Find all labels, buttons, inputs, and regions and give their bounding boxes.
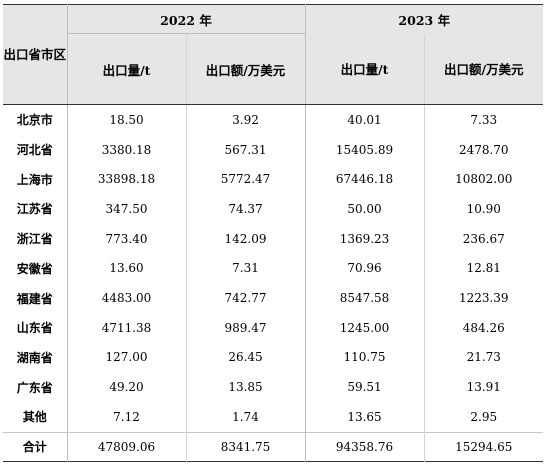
province-cell: 浙江省 [3,223,68,254]
volume-2022-cell: 49.20 [109,380,144,395]
volume-2023-cell: 1245.00 [304,312,424,343]
value-2022-cell: 7.31 [185,253,305,284]
total-value-2022: 8341.75 [185,431,305,462]
table-row: 浙江省 773.40 142.09 1369.23 236.67 [3,223,543,254]
table-row: 上海市 33898.18 5772.47 67446.18 10802.00 [3,164,543,195]
province-cell: 福建省 [3,283,68,313]
volume-2023-cell: 67446.18 [304,164,424,195]
value-2022-cell: 13.85 [185,372,305,403]
province-cell: 广东省 [3,372,68,403]
value-2022-cell: 567.31 [185,134,305,165]
value-2023-cell: 2478.70 [423,134,543,165]
value-2022-cell: 1.74 [185,402,305,433]
export-volume-2022-header: 出口量/t [67,33,186,105]
export-value-2022-header: 出口额/万美元 [185,33,305,105]
table-row: 福建省 4483.00 742.77 8547.58 1223.39 [3,283,543,313]
export-volume-2023-header: 出口量/t [304,33,424,105]
volume-2023-cell: 1369.23 [304,223,424,254]
table-row: 其他 7.12 1.74 13.65 2.95 [3,402,543,433]
volume-2022-cell: 4483.00 [101,291,152,306]
volume-2023-cell: 59.51 [304,372,424,403]
volume-2023-cell: 70.96 [304,253,424,284]
value-2022-cell: 989.47 [185,312,305,343]
value-2022-cell: 742.77 [185,283,305,313]
value-2023-cell: 1223.39 [423,283,543,313]
province-cell: 上海市 [3,164,68,195]
value-2022-cell: 74.37 [185,194,305,224]
volume-2022-cell: 18.50 [109,112,144,127]
province-cell: 其他 [3,402,68,433]
table-row: 山东省 4711.38 989.47 1245.00 484.26 [3,312,543,343]
table-row: 河北省 3380.18 567.31 15405.89 2478.70 [3,134,543,165]
total-value-2023: 15294.65 [423,431,543,462]
value-2022-cell: 5772.47 [185,164,305,195]
table-row: 江苏省 347.50 74.37 50.00 10.90 [3,194,543,224]
total-label: 合计 [3,431,68,462]
value-2023-cell: 484.26 [423,312,543,343]
value-2023-cell: 13.91 [423,372,543,403]
volume-2022-cell: 127.00 [105,350,148,365]
year-2023-header: 2023 年 [305,4,543,34]
volume-2022-cell: 7.12 [113,409,140,424]
header-row-metrics: 出口量/t 出口额/万美元 出口量/t 出口额/万美元 [3,33,543,105]
value-2023-cell: 10802.00 [423,164,543,195]
volume-2022-cell: 13.60 [109,261,144,276]
volume-2022-cell: 773.40 [105,231,148,246]
province-cell: 湖南省 [3,342,68,373]
province-cell: 河北省 [3,134,68,165]
volume-2023-cell: 13.65 [304,402,424,433]
volume-2023-cell: 8547.58 [304,283,424,313]
volume-2023-cell: 110.75 [304,342,424,373]
volume-2022-cell: 3380.18 [101,142,152,157]
table-row: 湖南省 127.00 26.45 110.75 21.73 [3,342,543,373]
volume-2023-cell: 50.00 [304,194,424,224]
province-cell: 江苏省 [3,194,68,224]
province-cell: 安徽省 [3,253,68,284]
volume-2023-cell: 40.01 [304,104,424,135]
value-2022-cell: 142.09 [185,223,305,254]
total-volume-2022: 47809.06 [67,431,186,462]
table-row: 北京市 18.50 3.92 40.01 7.33 [3,104,543,135]
volume-2022-cell: 33898.18 [97,172,156,187]
volume-2022-cell: 4711.38 [101,320,152,335]
value-2023-cell: 7.33 [423,104,543,135]
volume-2023-cell: 15405.89 [304,134,424,165]
export-value-2023-header: 出口额/万美元 [423,33,543,105]
total-row: 合计 47809.06 8341.75 94358.76 15294.65 [3,431,543,462]
volume-2022-cell: 347.50 [105,201,148,216]
value-2022-cell: 26.45 [185,342,305,373]
header-row-years: 出口省市区 2022 年 2023 年 [3,4,543,105]
value-2022-cell: 3.92 [185,104,305,135]
table-row: 安徽省 13.60 7.31 70.96 12.81 [3,253,543,284]
value-2023-cell: 21.73 [423,342,543,373]
table-row: 广东省 49.20 13.85 59.51 13.91 [3,372,543,403]
province-cell: 山东省 [3,312,68,343]
total-volume-2023: 94358.76 [304,431,424,462]
export-table: 出口省市区 2022 年 2023 年 出口量/t 出口额/万美元 出口量/t … [3,4,543,462]
value-2023-cell: 10.90 [423,194,543,224]
year-2022-header: 2022 年 [66,4,306,34]
value-2023-cell: 12.81 [423,253,543,284]
value-2023-cell: 236.67 [423,223,543,254]
value-2023-cell: 2.95 [423,402,543,433]
province-column-header: 出口省市区 [3,4,68,105]
province-cell: 北京市 [3,104,68,135]
